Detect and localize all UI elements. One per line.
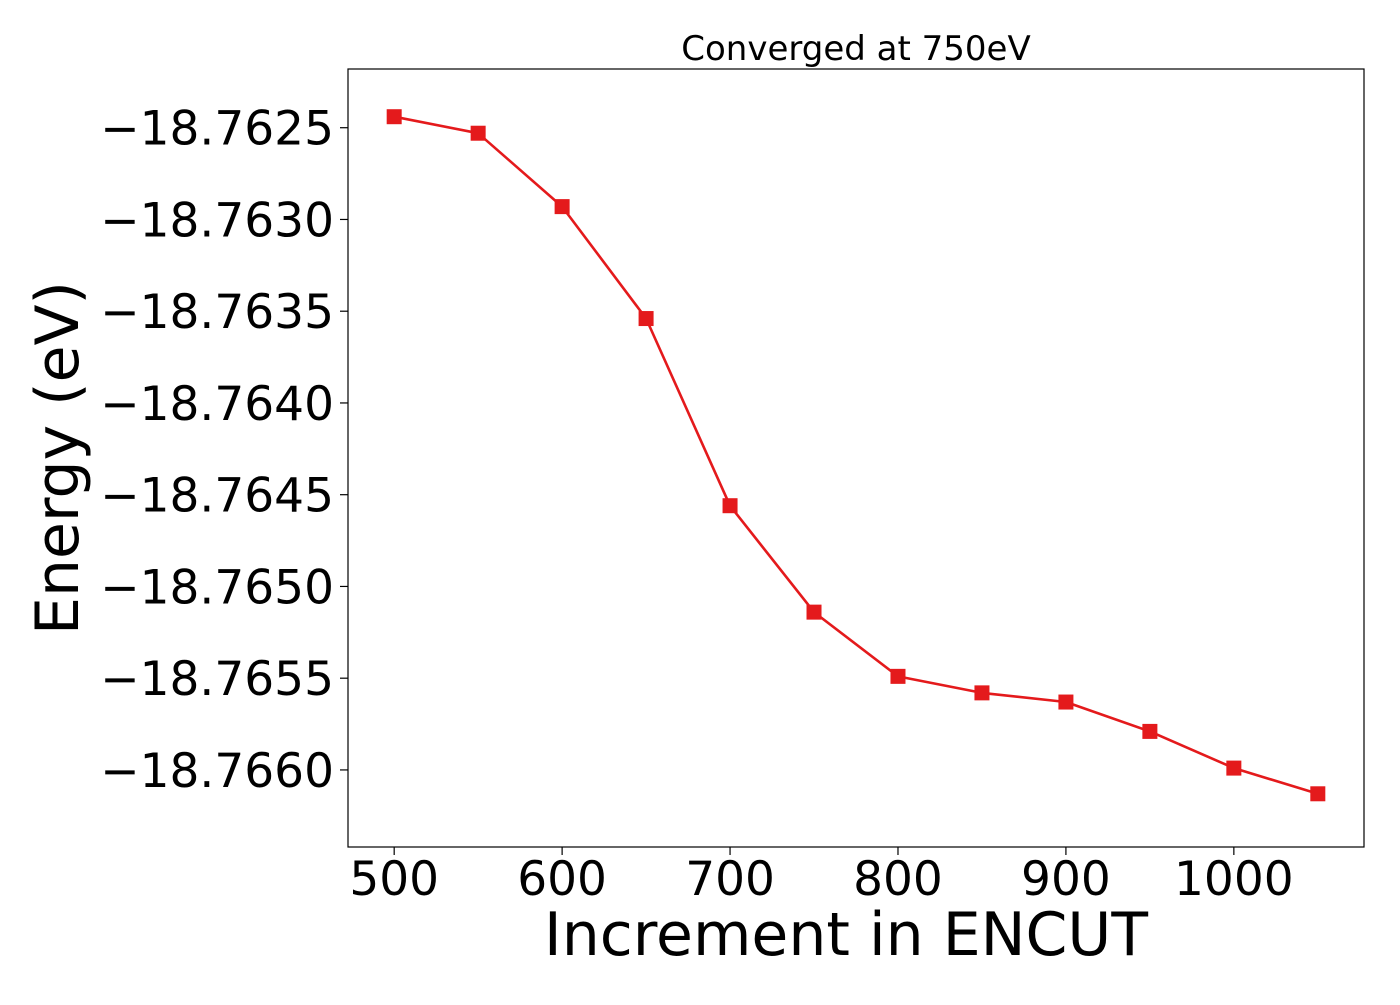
data-point-marker xyxy=(890,668,906,684)
data-point-marker xyxy=(554,199,570,215)
y-tick-label: −18.7625 xyxy=(100,102,334,157)
data-point-marker xyxy=(1226,760,1242,776)
x-tick-label: 700 xyxy=(685,852,775,907)
x-tick-label: 1000 xyxy=(1174,852,1294,907)
data-point-marker xyxy=(722,498,738,514)
x-ticks: 500 600 700 800 900 1000 xyxy=(349,847,1294,907)
series-layer xyxy=(386,109,1326,802)
y-ticks: −18.7625 −18.7630 −18.7635 −18.7640 −18.7645… xyxy=(100,102,348,799)
y-tick-label: −18.7655 xyxy=(100,652,334,707)
data-point-marker xyxy=(1310,786,1326,802)
y-tick-label: −18.7640 xyxy=(100,377,334,432)
data-point-marker xyxy=(638,311,654,327)
data-point-marker xyxy=(470,125,486,141)
x-axis-label: Increment in ENCUT xyxy=(544,900,1148,970)
series-line xyxy=(393,115,1319,796)
x-tick-label: 500 xyxy=(349,852,439,907)
y-tick-label: −18.7630 xyxy=(100,193,334,248)
chart-title: Converged at 750eV xyxy=(681,29,1030,69)
y-axis-label: Energy (eV) xyxy=(23,281,93,635)
y-tick-label: −18.7650 xyxy=(100,560,334,615)
y-tick-label: −18.7645 xyxy=(100,469,334,524)
x-tick-label: 900 xyxy=(1021,852,1111,907)
data-point-marker xyxy=(1058,694,1074,710)
data-point-marker xyxy=(806,604,822,620)
x-tick-label: 800 xyxy=(853,852,943,907)
y-tick-label: −18.7635 xyxy=(100,285,334,340)
plot-area xyxy=(347,68,1365,848)
y-tick-label: −18.7660 xyxy=(100,744,334,799)
data-point-marker xyxy=(974,685,990,701)
x-tick-label: 600 xyxy=(517,852,607,907)
data-point-marker xyxy=(1142,723,1158,739)
data-point-marker xyxy=(386,109,402,125)
